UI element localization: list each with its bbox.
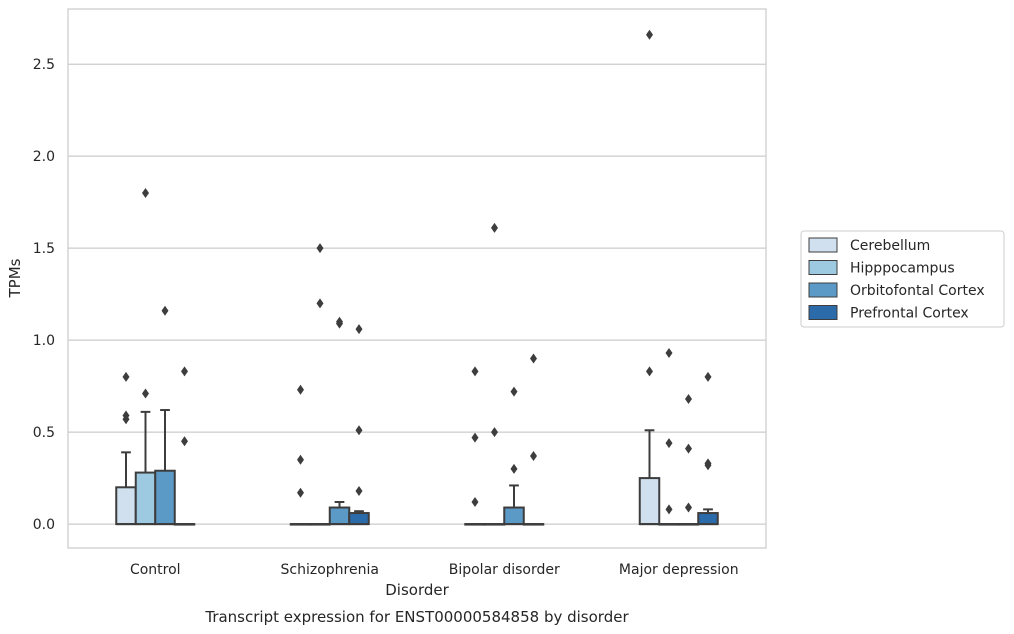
box-group	[134, 187, 157, 526]
y-tick-label: 0.5	[33, 425, 55, 441]
box	[348, 512, 370, 526]
outlier-point	[297, 487, 304, 498]
outlier-point	[142, 187, 149, 198]
outlier-point	[471, 432, 479, 443]
x-tick-label: Major depression	[619, 562, 739, 578]
outlier-point	[355, 425, 363, 436]
outlier-point	[510, 386, 518, 397]
legend-label: Prefrontal Cortex	[850, 306, 969, 322]
y-tick-label: 2.5	[33, 57, 55, 73]
box-group	[483, 222, 506, 526]
box	[328, 506, 351, 526]
outlier-point	[122, 410, 130, 421]
x-tick-labels: Control Schizophrenia Bipolar disorder Majo…	[130, 562, 739, 578]
box	[115, 486, 137, 526]
box-group	[115, 371, 137, 526]
legend-swatch	[808, 305, 838, 320]
outlier-point	[355, 485, 363, 496]
legend-swatch	[808, 260, 838, 275]
y-tick-label: 1.0	[33, 333, 55, 349]
x-tick-label: Schizophrenia	[281, 562, 379, 578]
box-group	[638, 29, 661, 526]
box-group	[348, 324, 370, 526]
y-tick-label: 2.0	[33, 149, 55, 165]
box-group	[503, 386, 525, 526]
legend-label: Hipppocampus	[850, 261, 955, 277]
outlier-point	[297, 454, 304, 465]
legend-label: Cerebellum	[850, 238, 930, 254]
grid-lines	[68, 63, 766, 525]
box	[154, 469, 176, 526]
outlier-point	[530, 353, 537, 364]
box-group	[658, 348, 680, 526]
x-axis-label: Disorder	[385, 581, 449, 599]
outlier-point	[336, 316, 343, 327]
x-tick-label: Bipolar disorder	[449, 562, 560, 578]
chart-caption: Transcript expression for ENST0000058485…	[204, 608, 629, 626]
y-tick-label: 1.5	[33, 241, 55, 257]
box-group	[697, 371, 719, 526]
box	[503, 506, 525, 526]
legend: Cerebellum Hipppocampus Orbitofontal Corte…	[800, 230, 1005, 328]
box-group	[289, 384, 312, 526]
box	[134, 471, 157, 526]
legend-frame	[800, 230, 1005, 328]
outlier-point	[161, 305, 169, 316]
outlier-point	[685, 443, 692, 454]
box	[697, 512, 719, 526]
outlier-point	[704, 371, 712, 382]
box-group	[677, 393, 700, 526]
y-tick-label: 0.0	[33, 517, 55, 533]
outlier-point	[685, 502, 692, 513]
outlier-point	[704, 458, 712, 469]
outlier-point	[297, 384, 304, 395]
outlier-point	[122, 371, 130, 382]
legend-swatch	[808, 237, 838, 253]
y-tick-labels: 0.0 0.5 1.0 1.5 2.0 2.5	[33, 57, 55, 533]
outlier-point	[491, 222, 498, 233]
outlier-point	[665, 438, 673, 449]
box-group	[328, 316, 351, 526]
outlier-point	[355, 324, 363, 335]
box-group	[522, 353, 545, 526]
box-group	[154, 305, 176, 526]
outlier-point	[530, 451, 537, 462]
y-axis-label: TPMs	[6, 258, 24, 298]
box-group	[464, 366, 486, 526]
outlier-point	[471, 497, 479, 508]
legend-label: Orbitofontal Cortex	[850, 283, 985, 299]
box-group	[173, 366, 196, 526]
outlier-point	[665, 504, 673, 515]
outlier-point	[316, 298, 324, 309]
outlier-point	[181, 436, 188, 447]
outlier-point	[665, 348, 673, 359]
outlier-point	[646, 29, 653, 40]
legend-swatch	[808, 282, 838, 298]
box	[638, 477, 661, 526]
plot-frame	[67, 8, 767, 549]
x-tick-label: Control	[130, 562, 181, 578]
outlier-point	[142, 388, 149, 399]
outlier-point	[471, 366, 479, 377]
outlier-point	[646, 366, 653, 377]
outlier-point	[181, 366, 188, 377]
outlier-point	[491, 427, 498, 438]
outlier-point	[316, 243, 324, 254]
outlier-point	[685, 393, 692, 404]
box-group	[309, 243, 331, 526]
boxes-layer	[115, 29, 719, 526]
outlier-point	[510, 463, 518, 474]
